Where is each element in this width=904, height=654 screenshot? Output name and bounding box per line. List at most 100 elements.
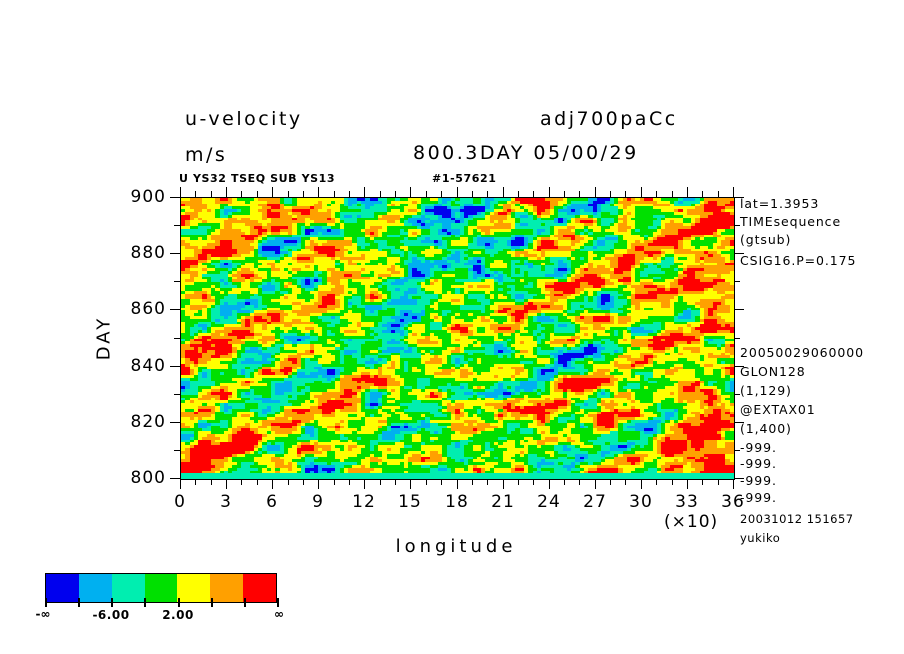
x-axis-tick xyxy=(380,191,381,197)
x-axis-tick xyxy=(426,191,427,197)
render-stamp: 20031012 151657 xyxy=(740,512,854,526)
plot-title-case: adj700paCc xyxy=(540,108,678,130)
y-axis-tick xyxy=(174,225,180,226)
x-axis-tick xyxy=(702,479,703,485)
colorbar-max-symbol: ∞ xyxy=(274,607,284,621)
x-axis-tick xyxy=(303,479,304,485)
x-axis-tick-label: 0 xyxy=(174,492,186,512)
x-axis-tick xyxy=(272,479,273,489)
y-axis-tick xyxy=(734,394,740,395)
x-axis-tick xyxy=(687,187,688,197)
x-axis-tick-label: 15 xyxy=(398,492,422,512)
x-axis-tick xyxy=(288,479,289,485)
side-annotation: @EXTAX01 xyxy=(740,402,816,417)
x-axis-tick xyxy=(472,479,473,485)
x-axis-tick xyxy=(518,191,519,197)
plot-title-variable: u-velocity xyxy=(185,108,303,130)
x-axis-tick xyxy=(564,479,565,485)
x-axis-tick xyxy=(733,187,734,197)
x-axis-tick xyxy=(257,479,258,485)
x-axis-tick-label: 36 xyxy=(721,492,745,512)
x-axis-tick xyxy=(503,187,504,197)
y-axis-tick xyxy=(174,338,180,339)
y-axis-tick xyxy=(170,309,180,310)
x-axis-tick xyxy=(380,479,381,485)
x-axis-tick xyxy=(625,479,626,485)
y-axis-tick xyxy=(170,422,180,423)
colorbar-tick xyxy=(45,598,47,607)
x-axis-tick xyxy=(349,479,350,485)
x-axis-tick xyxy=(334,479,335,485)
x-axis-tick xyxy=(672,191,673,197)
y-axis-tick-label: 880 xyxy=(130,243,166,263)
y-axis-tick xyxy=(170,253,180,254)
side-annotation: (1,400) xyxy=(740,421,792,436)
x-axis-tick xyxy=(533,191,534,197)
x-axis-tick xyxy=(211,479,212,485)
y-axis-tick xyxy=(734,478,744,479)
x-axis-tick-label: 3 xyxy=(220,492,232,512)
x-axis-tick xyxy=(457,479,458,489)
y-axis-tick xyxy=(734,225,740,226)
x-axis-tick xyxy=(718,191,719,197)
x-axis-tick xyxy=(457,187,458,197)
colorbar-band xyxy=(78,574,112,602)
x-axis-tick-label: 27 xyxy=(583,492,607,512)
x-axis-tick xyxy=(641,479,642,489)
x-axis-tick xyxy=(226,479,227,489)
x-axis-tick xyxy=(334,191,335,197)
x-axis-tick xyxy=(656,191,657,197)
plot-subheader-left: U YS32 TSEQ SUB YS13 xyxy=(179,172,336,185)
plot-day-date: 800.3DAY 05/00/29 xyxy=(413,142,639,164)
x-axis-tick xyxy=(364,187,365,197)
x-axis-tick xyxy=(549,479,550,489)
colorbar-tick xyxy=(111,598,113,607)
colorbar-tick xyxy=(78,598,80,607)
y-axis-tick xyxy=(174,281,180,282)
y-axis-tick xyxy=(734,197,744,198)
side-annotation: (gtsub) xyxy=(740,232,792,247)
colorbar-tick xyxy=(244,598,246,607)
x-axis-tick xyxy=(472,191,473,197)
colorbar-tick-label: -6.00 xyxy=(92,608,130,622)
y-axis-tick xyxy=(734,338,740,339)
x-axis-tick xyxy=(410,479,411,489)
colorbar-band xyxy=(177,574,211,602)
y-axis-tick-label: 900 xyxy=(130,187,166,207)
colorbar-tick xyxy=(211,598,213,607)
x-axis-tick xyxy=(349,191,350,197)
x-axis-tick xyxy=(288,191,289,197)
side-annotation: TIMEsequence xyxy=(740,214,842,229)
y-axis-tick-label: 800 xyxy=(130,468,166,488)
colorbar-tick xyxy=(144,598,146,607)
x-axis-tick xyxy=(702,191,703,197)
y-axis-title: DAY xyxy=(93,315,115,361)
side-annotation: lat=1.3953 xyxy=(740,196,820,211)
colorbar-band xyxy=(210,574,244,602)
x-axis-tick xyxy=(318,479,319,489)
x-axis-tick xyxy=(180,187,181,197)
colorbar-tick-label: 2.00 xyxy=(162,608,194,622)
x-axis-tick xyxy=(672,479,673,485)
y-axis-tick xyxy=(734,253,744,254)
x-axis-tick xyxy=(195,479,196,485)
x-axis-tick xyxy=(518,479,519,485)
x-axis-tick xyxy=(579,191,580,197)
side-annotation: -999. xyxy=(740,440,777,455)
side-annotation: GLON128 xyxy=(740,364,806,379)
x-axis-tick xyxy=(195,191,196,197)
x-axis-tick xyxy=(625,191,626,197)
y-axis-tick xyxy=(734,281,740,282)
x-axis-tick xyxy=(241,479,242,485)
x-axis-tick-label: 30 xyxy=(629,492,653,512)
y-axis-tick xyxy=(170,478,180,479)
x-axis-tick xyxy=(272,187,273,197)
x-axis-tick xyxy=(487,191,488,197)
colorbar-band xyxy=(111,574,145,602)
x-axis-tick xyxy=(211,191,212,197)
y-axis-tick xyxy=(174,394,180,395)
x-axis-tick xyxy=(595,479,596,489)
side-annotation: -999. xyxy=(740,490,777,505)
x-axis-tick xyxy=(426,479,427,485)
x-axis-tick xyxy=(441,191,442,197)
